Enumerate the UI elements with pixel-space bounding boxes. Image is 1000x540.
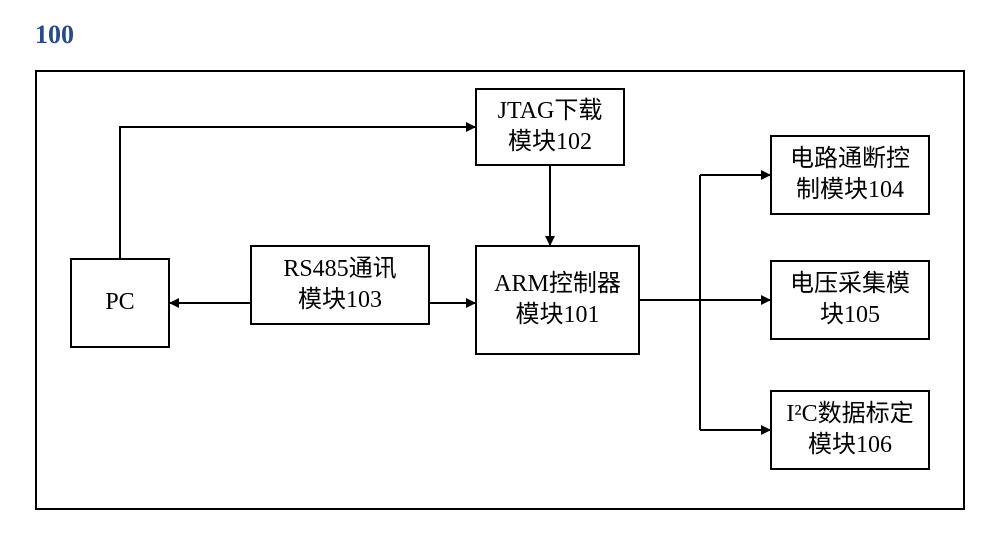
- diagram-canvas: 100 PC RS485通讯 模块103 JTAG下载 模块102 ARM控制器…: [0, 0, 1000, 540]
- node-pc: PC: [70, 258, 170, 348]
- figure-title-text: 100: [35, 20, 74, 49]
- node-m104-label: 电路通断控 制模块104: [790, 144, 910, 206]
- node-m105: 电压采集模 块105: [770, 260, 930, 340]
- node-rs485: RS485通讯 模块103: [250, 245, 430, 325]
- node-jtag-label: JTAG下载 模块102: [498, 96, 603, 158]
- figure-title: 100: [35, 20, 74, 50]
- node-m104: 电路通断控 制模块104: [770, 135, 930, 215]
- node-m105-label: 电压采集模 块105: [790, 269, 910, 331]
- node-pc-label: PC: [105, 287, 134, 318]
- node-arm: ARM控制器 模块101: [475, 245, 640, 355]
- node-m106: I²C数据标定 模块106: [770, 390, 930, 470]
- node-arm-label: ARM控制器 模块101: [494, 269, 621, 331]
- node-rs485-label: RS485通讯 模块103: [283, 254, 396, 316]
- node-jtag: JTAG下载 模块102: [475, 88, 625, 166]
- node-m106-label: I²C数据标定 模块106: [786, 399, 913, 461]
